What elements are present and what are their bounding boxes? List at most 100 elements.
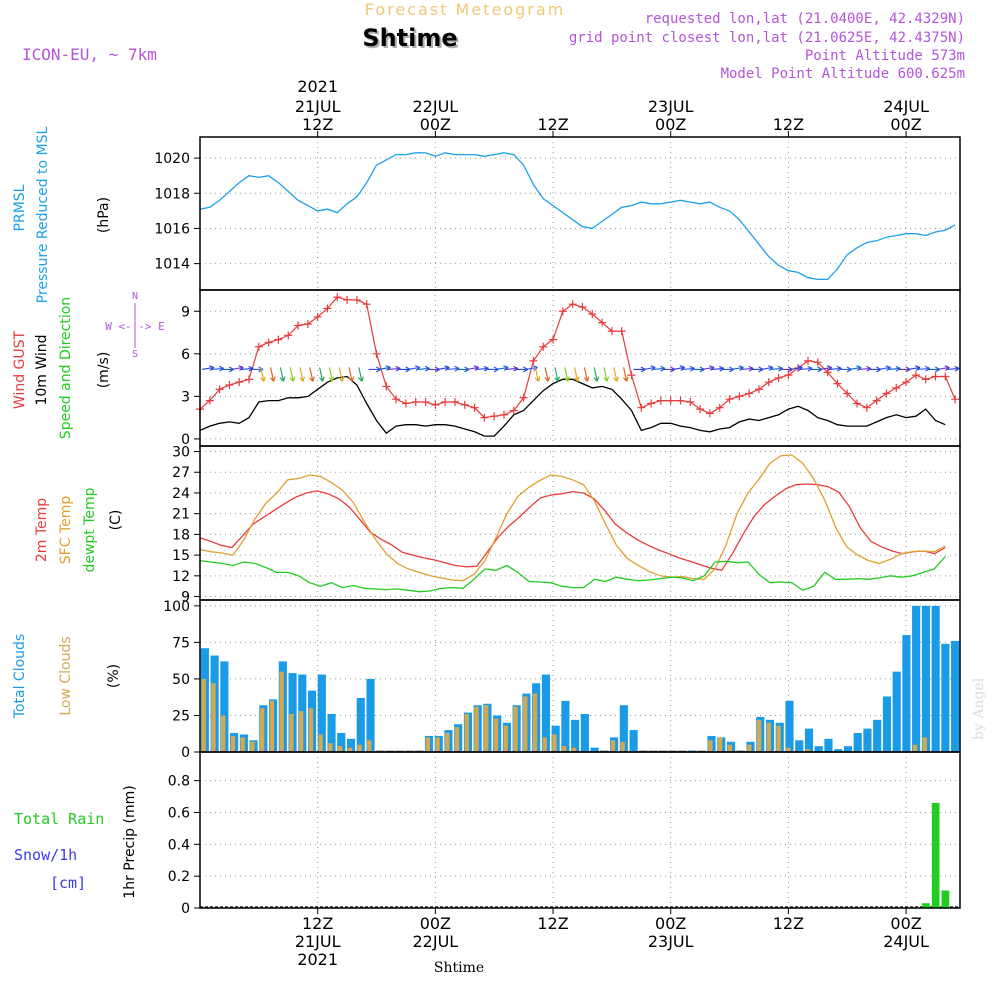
low-cloud-bar [484,705,489,752]
wind-gust-marker [450,398,459,407]
wind-gust-marker [411,398,420,407]
total-cloud-bar [912,605,921,752]
low-cloud-bar [620,741,625,752]
low-cloud-bar [308,708,314,752]
wind-gust-marker [735,392,744,401]
wind-gust-marker [421,398,430,407]
y-tick-label: 100 [163,599,190,615]
y-tick-label: 3 [181,389,190,405]
wind-gust-marker [951,395,960,404]
wind-gust-marker [519,393,528,402]
temp-sfc-line [199,454,946,582]
y-tick-label: 50 [172,672,190,688]
low-cloud-bar [912,744,918,752]
wind-gust-marker [215,385,224,394]
y-tick-label: 0 [181,745,190,761]
y-tick-label: 15 [172,548,190,564]
wind-gust-marker [882,389,891,398]
low-cloud-bar [211,683,216,752]
title-shadow: Shtime [364,26,459,54]
y-tick-label: 1014 [154,257,190,273]
top-time-label: 00Z [655,115,686,134]
wind-gust-marker [274,335,283,344]
wind-gust-marker [666,396,675,405]
plot-area: 1014101610181020036991215182124273002550… [154,77,961,969]
total-cloud-bar [902,635,911,752]
low-cloud-bar [347,747,353,752]
y-tick-label: 1018 [154,186,190,202]
wind-gust-marker [509,406,518,415]
wind-gust-marker [245,375,254,384]
low-cloud-bar [542,737,547,752]
total-cloud-bar [561,700,570,752]
low-cloud-bar [259,708,265,752]
wind-gust-marker [578,303,587,312]
low-cloud-bar [367,740,372,752]
footer-station: Shtime [434,960,484,976]
wind-gust-marker [941,372,950,381]
low-cloud-bar [298,711,304,752]
wind-gust-marker [264,338,273,347]
y-tick-label: 0.8 [168,774,190,790]
total-cloud-bar [941,643,950,752]
low-cloud-bar [454,727,460,752]
wind-gust-marker [333,293,342,302]
y-tick-label: 24 [172,486,190,502]
bottom-time-label: 00Z [890,914,921,933]
y-tick-label: 0.4 [168,837,190,853]
total-cloud-bar [804,728,814,752]
wind-label-speed-dir: Speed and Direction [58,297,74,439]
low-cloud-bar [318,734,323,752]
bottom-time-label: 12Z [537,914,568,933]
low-cloud-bar [766,722,772,752]
wind-direction-arrow [348,367,355,382]
wind-gust-marker [696,405,705,414]
y-tick-label: 18 [172,527,190,543]
top-time-label: 21JUL [295,97,341,116]
low-cloud-bar [337,746,343,752]
temp-2m-line [199,483,946,572]
wind-label-10m: 10m Wind [34,334,50,405]
wind-gust-marker [823,368,832,377]
wind-gust-marker [656,396,665,405]
wind-direction-arrow [947,365,960,372]
top-time-label: 12Z [537,115,568,134]
total-cloud-bar [327,714,336,752]
wind-gust-marker [754,385,763,394]
total-cloud-bar [288,673,297,752]
wind-direction-arrow [358,367,364,382]
wind-gust-marker [715,403,724,412]
precip-label-unit: 1hr Precip (mm) [122,785,138,898]
low-cloud-bar [425,737,430,752]
top-time-label: 12Z [302,115,333,134]
total-cloud-bar [619,705,628,752]
wind-gust-marker [343,295,352,304]
rain-bar [941,890,950,908]
total-cloud-bar [843,746,853,752]
low-cloud-bar [523,696,528,752]
low-cloud-bar [357,744,362,752]
info-line-requested: requested lon,lat (21.0400E, 42.4329N) [645,11,965,27]
wind-gust-marker [872,396,881,405]
wind-gust-marker [921,375,930,384]
total-cloud-bar [921,605,930,752]
low-cloud-bar [435,737,440,752]
wind-gust-marker [686,398,695,407]
total-cloud-bar [366,678,375,752]
y-tick-label: 0 [181,901,190,917]
top-year-label: 2021 [297,77,338,96]
y-tick-label: 1016 [154,221,190,237]
rain-bar [922,903,930,908]
wind-gust-marker [804,356,812,365]
total-cloud-bar [629,730,638,752]
temp-label-sfc: SFC Temp [58,496,74,565]
wind-gust-marker [902,378,911,387]
low-cloud-bar [571,747,577,752]
low-cloud-bar [717,737,723,752]
wind-label-unit: (m/s) [96,352,112,389]
low-cloud-bar [708,740,713,752]
wind-direction-arrow [613,367,619,382]
clouds-label-total: Total Clouds [12,634,28,719]
page-title: Shtime [362,24,457,52]
